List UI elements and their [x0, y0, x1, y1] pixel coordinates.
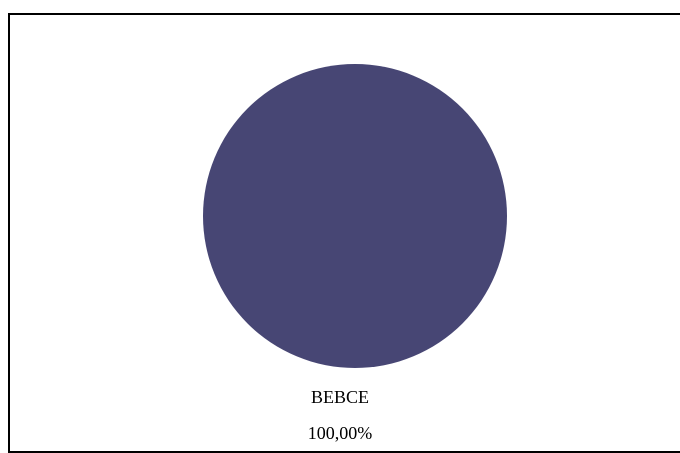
pie-slice-0 [203, 64, 507, 368]
slice-category-label: ВЕВСЕ [310, 387, 369, 407]
pie-slices [203, 64, 507, 368]
slice-percent-label: 100,00% [307, 423, 373, 443]
